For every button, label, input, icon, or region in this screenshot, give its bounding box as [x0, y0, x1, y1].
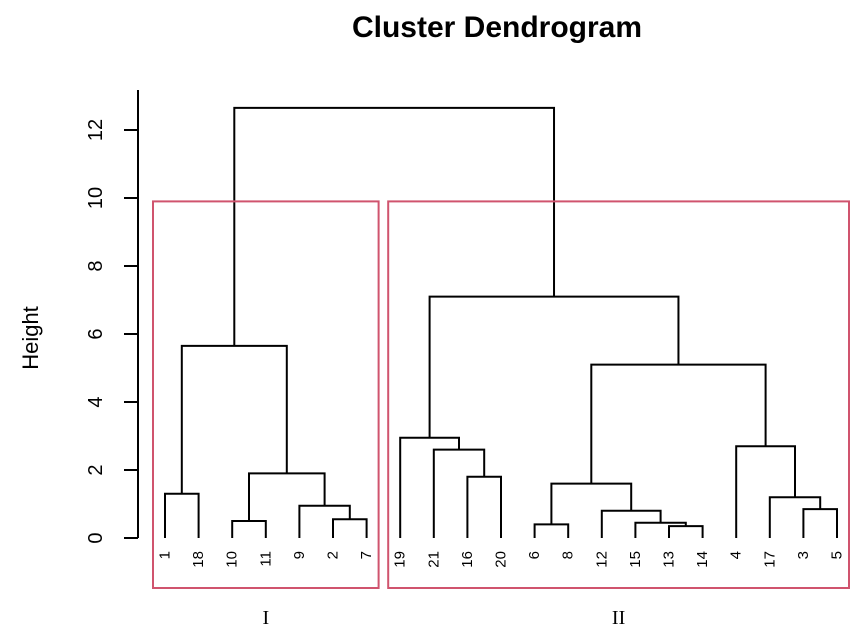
leaf-label: 5 — [829, 551, 846, 559]
leaf-label: 15 — [627, 551, 644, 568]
leaf-label: 13 — [661, 551, 678, 568]
leaf-label: 9 — [291, 551, 308, 559]
chart-title: Cluster Dendrogram — [352, 11, 642, 44]
leaf-label: 18 — [190, 551, 207, 568]
leaf-label: 10 — [224, 551, 241, 568]
dendrogram-link — [399, 436, 460, 538]
leaf-label: 20 — [493, 551, 510, 568]
leaf-label: 1 — [157, 551, 174, 559]
dendrogram-link — [332, 518, 368, 538]
y-tick-label: 4 — [85, 396, 107, 407]
leaf-label: 8 — [560, 551, 577, 559]
dendrogram-link — [533, 523, 570, 538]
dendrogram-link — [180, 344, 288, 494]
dendrogram-links — [164, 106, 838, 538]
y-tick-label: 0 — [85, 532, 107, 543]
dendrogram-link — [768, 496, 822, 538]
dendrogram-link — [550, 482, 633, 525]
leaf-label: 17 — [761, 551, 778, 568]
y-tick-label: 6 — [85, 328, 107, 339]
dendrogram-link — [600, 509, 662, 538]
y-axis-label: Height — [18, 306, 43, 370]
dendrogram-link — [248, 472, 326, 521]
cluster-box — [152, 200, 380, 589]
leaf-label: 4 — [728, 551, 745, 559]
y-tick-label: 8 — [85, 260, 107, 271]
dendrogram-link — [466, 475, 502, 538]
y-tick-label: 2 — [85, 464, 107, 475]
y-tick-label: 10 — [85, 187, 107, 209]
cluster-boxes: I II — [152, 200, 850, 629]
y-tick-label: 12 — [85, 119, 107, 141]
dendrogram-link — [231, 520, 267, 538]
leaf-label: 21 — [425, 551, 442, 568]
dendrogram-link — [590, 363, 767, 484]
dendrogram-link — [802, 508, 838, 538]
dendrogram-link — [164, 492, 200, 538]
dendrogram-link — [432, 448, 486, 538]
leaf-label: 19 — [392, 551, 409, 568]
cluster-label: II — [612, 607, 625, 629]
dendrogram-link — [668, 525, 704, 538]
leaf-label: 14 — [694, 551, 711, 568]
cluster-box — [387, 200, 850, 589]
leaf-label: 2 — [325, 551, 342, 559]
leaf-labels: 1 18 10 11 9 2 7 19 21 16 20 6 8 12 15 13 14 4 17 3 5 — [157, 551, 846, 568]
leaf-label: 16 — [459, 551, 476, 568]
y-axis: 0 2 4 6 8 10 12 — [85, 90, 139, 544]
cluster-label: I — [262, 607, 269, 629]
leaf-label: 3 — [795, 551, 812, 559]
dendrogram-link — [298, 504, 351, 538]
leaf-label: 12 — [593, 551, 610, 568]
leaf-label: 7 — [358, 551, 375, 559]
dendrogram-link — [428, 295, 680, 438]
dendrogram-link — [735, 445, 796, 538]
dendrogram-link — [634, 521, 687, 538]
leaf-label: 6 — [526, 551, 543, 559]
leaf-label: 11 — [257, 551, 274, 567]
dendrogram-link — [233, 106, 556, 346]
